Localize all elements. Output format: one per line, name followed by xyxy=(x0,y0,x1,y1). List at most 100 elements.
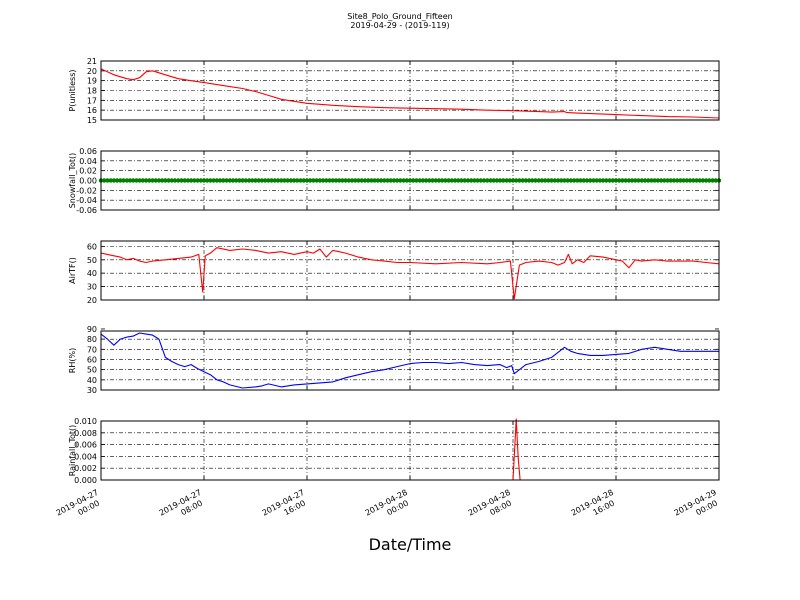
series-point xyxy=(526,178,532,183)
series-point xyxy=(481,178,487,183)
series-point xyxy=(230,178,236,183)
series-point xyxy=(263,178,268,183)
series-point xyxy=(160,178,165,183)
series-point xyxy=(546,178,551,183)
series-point xyxy=(459,178,464,183)
series-point xyxy=(507,178,512,183)
y-tick-label: 21 xyxy=(87,57,97,66)
series-point xyxy=(227,178,232,183)
series-point xyxy=(626,178,632,183)
series-point xyxy=(333,178,339,183)
y-tick-label: 0.002 xyxy=(74,464,97,473)
series-point xyxy=(700,178,706,183)
series-point xyxy=(375,178,380,183)
series-point xyxy=(655,178,660,183)
y-axis-label: Snowfall_Tot() xyxy=(68,153,77,209)
panel-2: -0.06-0.04-0.020.000.020.040.06Snowfall_… xyxy=(68,147,722,215)
series-point xyxy=(575,178,580,183)
series-point xyxy=(240,178,245,183)
series-point xyxy=(114,178,120,183)
series-point xyxy=(710,178,715,183)
series-point xyxy=(134,178,139,183)
series-point xyxy=(378,178,384,183)
series-point xyxy=(423,178,429,183)
series-point xyxy=(555,178,561,183)
y-tick-label: 20 xyxy=(87,67,97,76)
series-point xyxy=(359,178,364,183)
y-tick-label: -0.06 xyxy=(76,206,97,215)
x-tick-label: 2019-04-2800:00 xyxy=(364,488,414,527)
series-point xyxy=(108,178,113,183)
series-point xyxy=(176,178,181,183)
series-point xyxy=(469,178,474,183)
y-tick-label: 0.06 xyxy=(79,147,97,156)
y-tick-label: 30 xyxy=(87,386,97,395)
x-tick-label: 2019-04-2708:00 xyxy=(158,488,208,527)
y-axis-label: RH(%) xyxy=(68,348,77,373)
y-tick-label: 30 xyxy=(87,283,97,292)
y-tick-label: -0.02 xyxy=(76,186,97,195)
series-point xyxy=(613,178,619,183)
series-point xyxy=(327,178,332,183)
series-point xyxy=(649,178,654,183)
series-point xyxy=(658,178,664,183)
series-point xyxy=(600,178,606,183)
series-point xyxy=(243,178,248,183)
series-point xyxy=(581,178,586,183)
series-point xyxy=(324,178,329,183)
y-tick-label: 60 xyxy=(87,242,97,251)
series-point xyxy=(420,178,426,183)
series-point xyxy=(172,178,178,183)
series-point xyxy=(662,178,667,183)
series-point xyxy=(636,178,641,183)
series-point xyxy=(562,178,567,183)
series-point xyxy=(568,178,574,183)
series-point xyxy=(166,178,171,183)
series-point xyxy=(668,178,673,183)
series-point xyxy=(488,178,493,183)
series-point xyxy=(217,178,223,183)
x-tick-label: 2019-04-2900:00 xyxy=(673,488,723,527)
series-point xyxy=(356,178,361,183)
series-point xyxy=(308,178,313,183)
series-point xyxy=(436,178,442,183)
series-point xyxy=(298,178,303,183)
series-point xyxy=(443,178,448,183)
series-point xyxy=(446,178,451,183)
series-point xyxy=(127,178,133,183)
series-point xyxy=(449,178,454,183)
series-point xyxy=(591,178,596,183)
series-point xyxy=(694,178,699,183)
y-tick-label: 80 xyxy=(87,335,97,344)
series-point xyxy=(188,178,194,183)
series-point xyxy=(633,178,638,183)
y-tick-label: 90 xyxy=(87,325,97,334)
series-point xyxy=(259,178,265,183)
series-point xyxy=(697,178,702,183)
series-point xyxy=(407,178,413,183)
series-point xyxy=(584,178,590,183)
series-point xyxy=(366,178,371,183)
series-point xyxy=(604,178,609,183)
panel-5: 0.000 0.002 0.004 0.006 0.008 0.010Rainfall_T… xyxy=(68,417,720,485)
series-point xyxy=(153,178,158,183)
series-point xyxy=(192,178,197,183)
series-point xyxy=(131,178,136,183)
y-tick-label: 0.010 xyxy=(74,417,97,426)
series-point xyxy=(462,178,467,183)
x-tick-label: 2019-04-2700:00 xyxy=(55,488,105,527)
series-point xyxy=(510,178,516,183)
series-point xyxy=(491,178,496,183)
series-point xyxy=(295,178,300,183)
series-point xyxy=(337,178,342,183)
series-line xyxy=(100,332,719,389)
series-point xyxy=(607,178,612,183)
y-tick-label: 60 xyxy=(87,355,97,364)
series-point xyxy=(520,178,525,183)
series-point xyxy=(620,178,625,183)
series-point xyxy=(452,178,458,183)
series-point xyxy=(629,178,635,183)
